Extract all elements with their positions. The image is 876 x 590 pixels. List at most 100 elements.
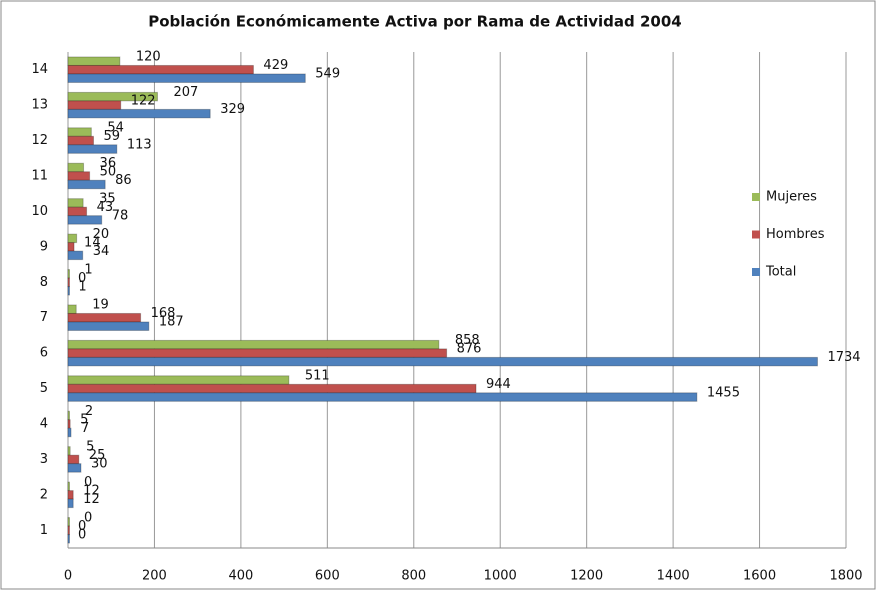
bar	[67, 162, 85, 173]
data-label: 5	[80, 413, 88, 428]
data-label: 549	[315, 67, 340, 82]
data-label: 2	[85, 404, 93, 419]
bar	[67, 171, 91, 181]
data-label: 207	[173, 85, 198, 100]
data-label: 1	[84, 262, 92, 277]
y-tick-label: 3	[40, 452, 48, 467]
bar	[67, 73, 306, 83]
data-label: 858	[455, 333, 480, 348]
bar	[67, 356, 818, 367]
legend-label: Mujeres	[766, 190, 817, 205]
data-label: 168	[151, 306, 176, 321]
y-tick-label: 4	[40, 417, 48, 432]
bar	[67, 517, 70, 527]
bar	[67, 56, 121, 66]
x-tick-label: 400	[228, 569, 253, 584]
data-label: 14	[84, 235, 101, 250]
x-tick-label: 1800	[829, 569, 862, 584]
data-label: 43	[97, 200, 114, 215]
data-label: 329	[220, 102, 245, 117]
y-tick-label: 6	[40, 346, 48, 361]
data-label: 19	[92, 298, 109, 313]
data-label: 7	[81, 421, 89, 436]
data-label: 50	[100, 165, 117, 180]
data-label: 876	[457, 342, 482, 357]
x-tick-label: 200	[142, 569, 167, 584]
bar	[67, 321, 150, 331]
bar	[67, 269, 70, 279]
y-tick-label: 8	[40, 275, 48, 290]
bar	[67, 481, 70, 492]
data-label: 113	[127, 138, 152, 153]
bar	[67, 392, 698, 402]
bar	[67, 490, 74, 500]
data-label: 0	[84, 475, 92, 490]
bar	[67, 233, 78, 244]
x-tick-label: 600	[315, 569, 340, 584]
bar	[67, 339, 440, 350]
y-tick-label: 2	[40, 487, 48, 502]
bar	[67, 144, 118, 154]
data-label: 122	[131, 94, 156, 109]
bar	[67, 206, 88, 217]
bar	[67, 250, 84, 261]
data-label: 35	[99, 191, 116, 206]
data-label: 429	[263, 58, 288, 73]
bar	[67, 64, 254, 75]
bar	[67, 375, 290, 385]
bar	[67, 446, 71, 456]
data-label: 1734	[827, 350, 860, 365]
y-tick-label: 7	[40, 310, 48, 325]
data-label: 944	[486, 377, 511, 392]
bar	[67, 242, 75, 252]
data-label: 86	[115, 173, 132, 188]
bar	[67, 419, 71, 429]
bar	[67, 286, 70, 296]
bar	[67, 108, 211, 119]
data-label: 59	[104, 129, 121, 144]
data-label: 20	[93, 227, 110, 242]
bar	[67, 463, 82, 473]
bar	[67, 427, 72, 438]
bar	[67, 525, 70, 536]
x-tick-label: 800	[401, 569, 426, 584]
data-label: 0	[78, 519, 86, 534]
data-label: 78	[112, 208, 129, 223]
data-label: 25	[89, 448, 106, 463]
bar	[67, 179, 106, 190]
bar	[67, 410, 70, 421]
legend-swatch	[752, 230, 760, 239]
data-label: 54	[107, 121, 124, 136]
data-label: 36	[100, 156, 117, 171]
data-label: 30	[91, 456, 108, 471]
bar	[67, 215, 103, 225]
x-tick-label: 0	[64, 569, 72, 584]
bar	[67, 534, 70, 544]
data-label: 12	[83, 492, 100, 507]
bar	[67, 312, 142, 323]
bar	[67, 304, 77, 314]
y-tick-label: 14	[31, 62, 48, 77]
data-label: 187	[159, 315, 184, 330]
x-tick-label: 1200	[570, 569, 603, 584]
data-label: 5	[86, 439, 94, 454]
data-label: 511	[305, 369, 330, 384]
data-label: 12	[83, 483, 100, 498]
data-label: 0	[78, 527, 86, 542]
bar	[67, 498, 74, 509]
data-label: 1	[78, 279, 86, 294]
y-tick-label: 12	[31, 133, 48, 148]
legend-label: Hombres	[766, 227, 825, 242]
legend-label: Total	[765, 265, 796, 280]
bar	[67, 454, 80, 465]
data-label: 0	[84, 510, 92, 525]
bar	[67, 198, 84, 208]
bar	[67, 277, 70, 288]
bar	[67, 348, 448, 358]
legend-swatch	[752, 268, 760, 276]
y-tick-label: 1	[40, 523, 48, 538]
bar	[67, 100, 122, 110]
y-tick-label: 5	[40, 381, 48, 396]
